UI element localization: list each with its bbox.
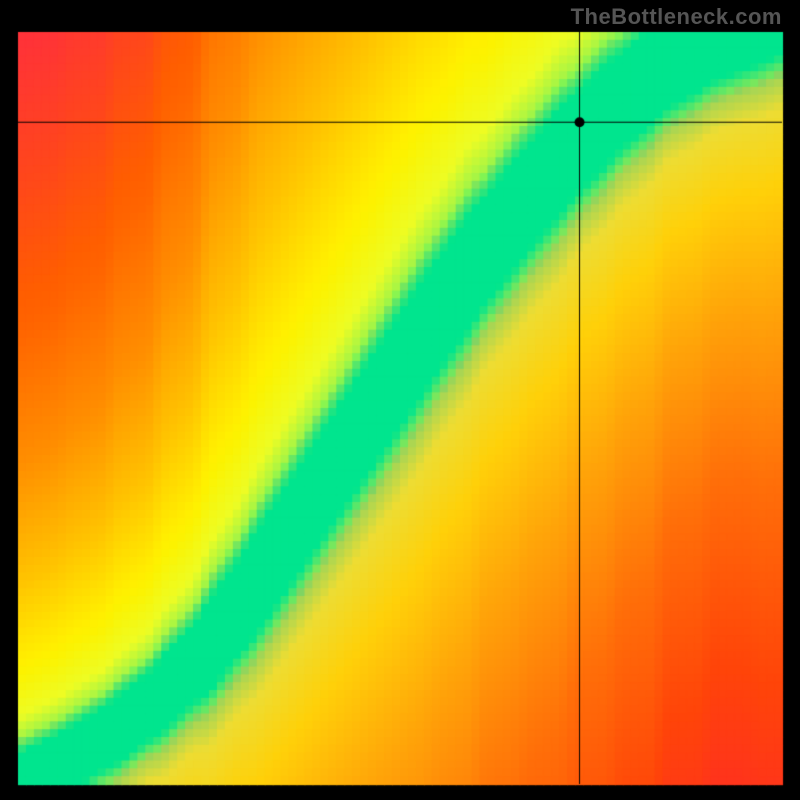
watermark-text: TheBottleneck.com xyxy=(571,4,782,30)
chart-container: TheBottleneck.com xyxy=(0,0,800,800)
heatmap-canvas xyxy=(0,0,800,800)
